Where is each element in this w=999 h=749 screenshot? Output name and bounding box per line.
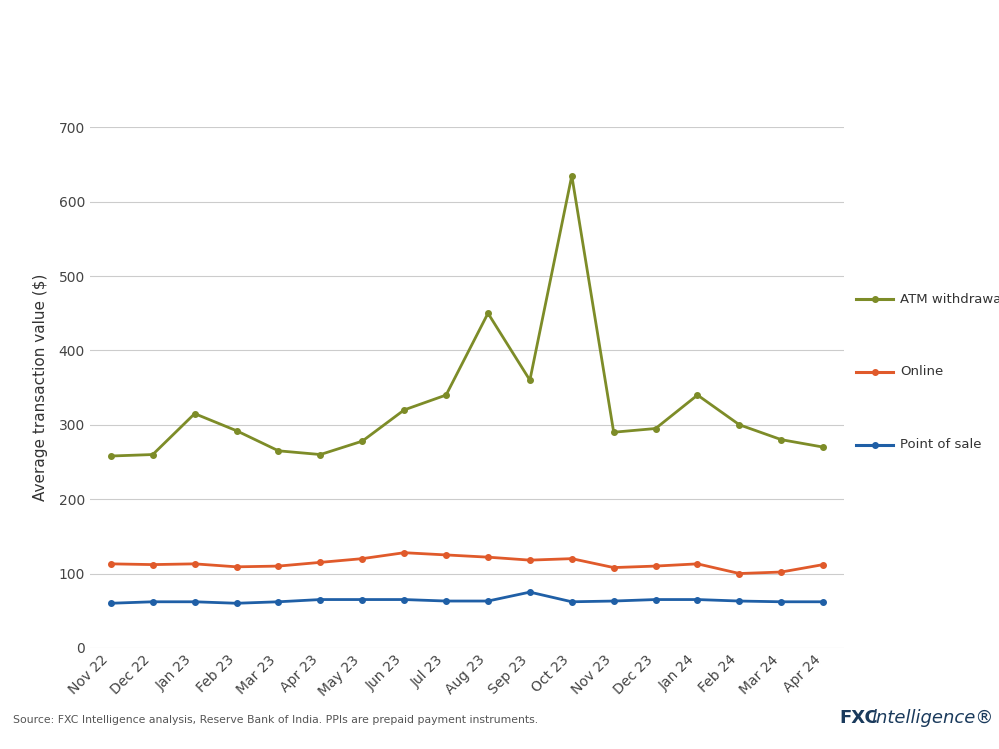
Text: Average cross-border transaction value by payment channel, Nov 22-Apr 24: Average cross-border transaction value b… (13, 74, 646, 92)
Text: intelligence®: intelligence® (872, 709, 994, 727)
Text: ATM withdrawals: ATM withdrawals (900, 293, 999, 306)
Y-axis label: Average transaction value ($): Average transaction value ($) (33, 274, 48, 501)
Text: Source: FXC Intelligence analysis, Reserve Bank of India. PPIs are prepaid payme: Source: FXC Intelligence analysis, Reser… (13, 715, 538, 725)
Text: Point of sale: Point of sale (900, 438, 981, 452)
Text: ATMs see highest cross-border transaction value from India: ATMs see highest cross-border transactio… (13, 21, 810, 45)
Text: FXC: FXC (839, 709, 878, 727)
Text: Online: Online (900, 366, 943, 378)
